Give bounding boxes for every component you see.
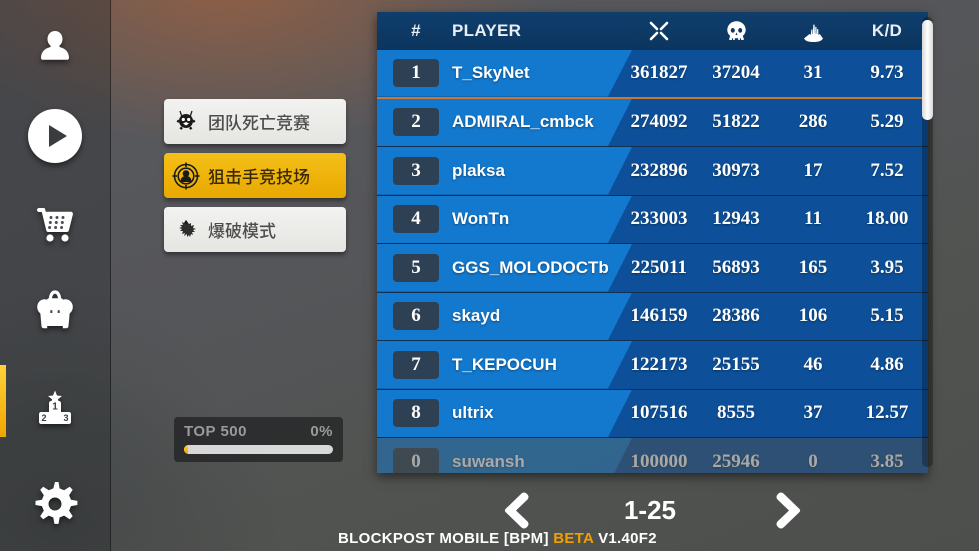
svg-text:1: 1 <box>52 402 58 413</box>
svg-text:2: 2 <box>41 413 46 423</box>
svg-text:3: 3 <box>63 413 68 423</box>
